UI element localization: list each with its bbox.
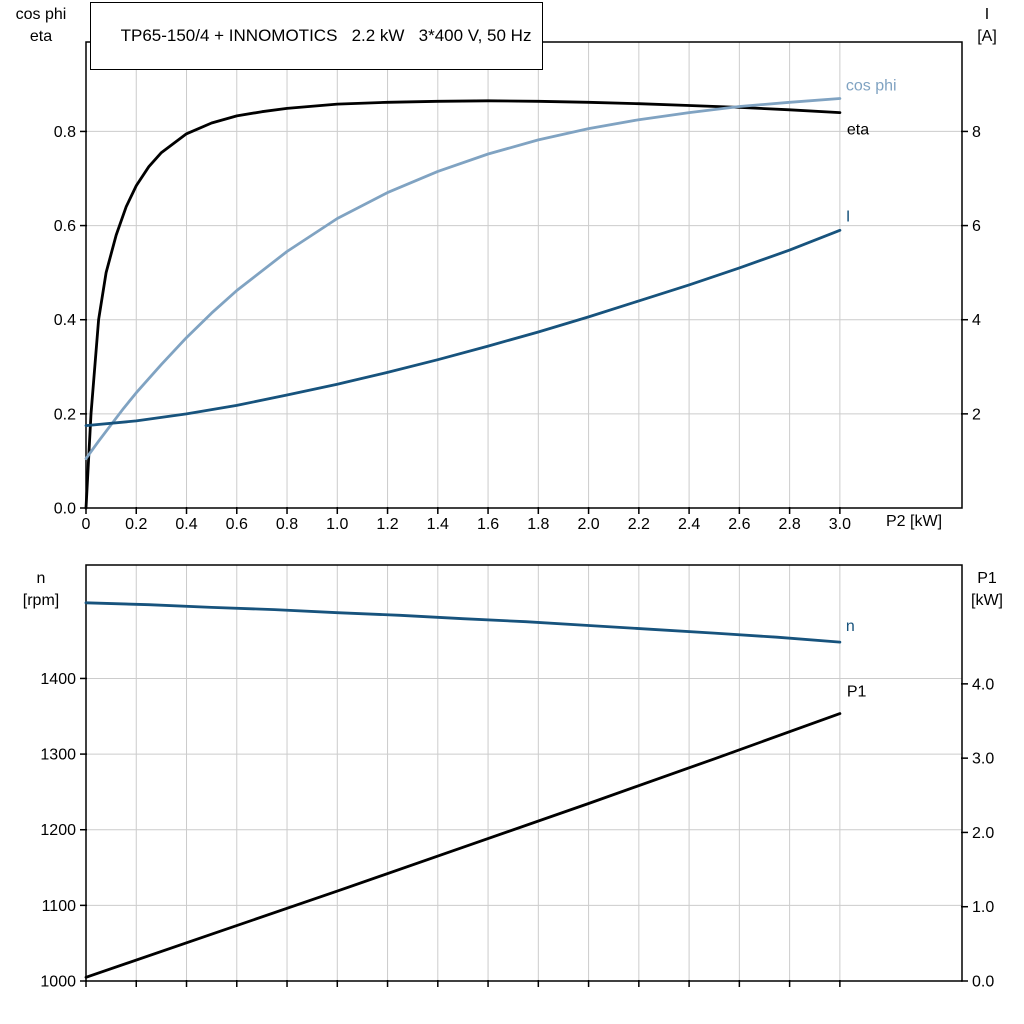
right-axis-title-line: [A]: [977, 28, 997, 45]
chart-bottom: 1000 1100 1200 1300 1400 0.0 1.0 2.0 3.0 4.0 n P1: [40, 564, 994, 991]
x-axis-tick-label: 0.2: [125, 516, 147, 533]
right-axis-title-line: I: [984, 6, 990, 23]
left-axis-tick-label: 0.4: [54, 312, 76, 329]
eta-curve-label: eta: [847, 122, 869, 139]
n-curve: [84, 601, 842, 644]
right-axis-tick-label: 6: [972, 218, 981, 235]
left-axis-tick-label: 1100: [42, 898, 77, 915]
x-axis-tick-label: 2.6: [728, 516, 750, 533]
left-axis-tick-label: 1200: [40, 822, 76, 839]
i-curve: [84, 228, 842, 428]
cos-phi-curve: [84, 97, 842, 461]
x-axis-tick-label: 1.8: [527, 516, 549, 533]
chart-title: TP65-150/4 + INNOMOTICS 2.2 kW 3*400 V, …: [120, 26, 532, 45]
right-axis-tick-label: 4.0: [972, 676, 994, 693]
left-axis-tick-label: 0.2: [54, 406, 76, 423]
x-axis-tick-label: 1.4: [427, 516, 449, 533]
right-axis-tick-label: 3.0: [972, 751, 994, 768]
x-axis-label: P2 [kW]: [886, 513, 943, 530]
p1-curve-label: P1: [847, 684, 867, 701]
right-axis-title-line: [kW]: [971, 592, 1003, 609]
x-axis-tick-label: 0: [82, 516, 91, 533]
x-axis-tick-label: 1.0: [326, 516, 348, 533]
x-axis-tick-label: 2.4: [678, 516, 700, 533]
left-axis-tick-label: 0.8: [54, 124, 76, 141]
right-axis-tick-label: 4: [972, 312, 981, 329]
bottom-right-axis-title: P1 [kW]: [958, 568, 1016, 612]
x-axis-tick-label: 2.0: [577, 516, 599, 533]
right-axis-tick-label: 2: [972, 406, 981, 423]
left-axis-title-line: cos phi: [15, 6, 67, 23]
top-left-axis-title: cos phi eta: [2, 4, 80, 48]
n-curve-label: n: [846, 618, 855, 635]
plot-frame: [85, 564, 963, 982]
chart-title-box: TP65-150/4 + INNOMOTICS 2.2 kW 3*400 V, …: [90, 2, 544, 70]
x-axis-tick-label: 3.0: [829, 516, 851, 533]
bottom-left-axis-title: n [rpm]: [2, 568, 80, 612]
x-axis-tick-label: 1.2: [376, 516, 398, 533]
left-axis-title-line: [rpm]: [22, 592, 60, 609]
x-axis-tick-label: 2.2: [628, 516, 650, 533]
left-axis-tick-label: 1400: [40, 671, 76, 688]
right-axis-tick-label: 0.0: [972, 974, 994, 991]
x-axis-tick-label: 0.6: [226, 516, 248, 533]
right-axis-tick-label: 8: [972, 124, 981, 141]
right-axis-title-line: P1: [977, 570, 997, 587]
x-axis-tick-label: 0.8: [276, 516, 298, 533]
eta-curve: [84, 99, 842, 510]
left-axis-tick-label: 1000: [40, 974, 76, 991]
right-axis-tick-label: 2.0: [972, 825, 994, 842]
x-axis-tick-label: 0.4: [175, 516, 197, 533]
x-axis-tick-label: 1.6: [477, 516, 499, 533]
left-axis-title-line: n: [36, 570, 46, 587]
left-axis-tick-label: 0.0: [54, 501, 76, 518]
p1-curve: [84, 712, 842, 979]
right-axis-tick-label: 1.0: [972, 899, 994, 916]
cos-phi-curve-label: cos phi: [846, 77, 897, 94]
left-axis-tick-label: 0.6: [54, 218, 76, 235]
left-axis-tick-label: 1300: [40, 747, 76, 764]
x-axis-tick-label: 2.8: [778, 516, 800, 533]
chart-top: 0.0 0.2 0.4 0.6 0.8 2 4 6 8 0 0.2 0.4 0.6 0.8 1.0 1.2 1.…: [54, 41, 981, 533]
left-axis-title-line: eta: [29, 28, 53, 45]
i-curve-label: I: [846, 208, 850, 225]
top-right-axis-title: I [A]: [962, 4, 1012, 48]
